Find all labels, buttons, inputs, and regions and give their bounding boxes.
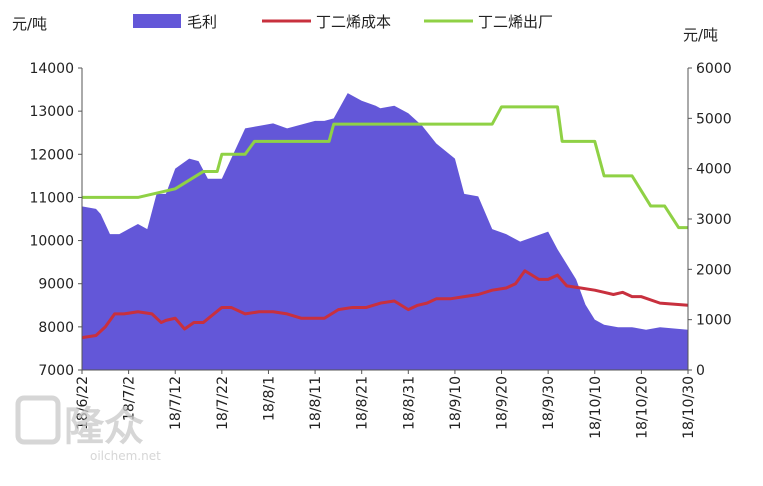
right-tick-label: 6000 bbox=[696, 61, 732, 77]
legend-label-gross-margin: 毛利 bbox=[187, 13, 217, 31]
x-tick-label: 18/8/1 bbox=[261, 376, 277, 421]
right-axis-unit: 元/吨 bbox=[683, 26, 718, 44]
x-tick-label: 18/8/11 bbox=[308, 376, 324, 430]
x-tick-label: 18/10/10 bbox=[588, 376, 604, 439]
x-tick-label: 18/9/10 bbox=[448, 376, 464, 430]
left-ticks: 7000 8000 9000 10000 11000 12000 13000 14000 bbox=[29, 61, 82, 379]
left-tick-label: 14000 bbox=[29, 61, 74, 77]
x-tick-label: 18/7/2 bbox=[122, 376, 138, 421]
right-ticks: 0 1000 2000 3000 4000 5000 6000 bbox=[688, 61, 732, 379]
x-tick-label: 18/9/20 bbox=[495, 376, 511, 430]
x-tick-label: 18/10/30 bbox=[681, 376, 697, 439]
watermark: 隆众 oilchem.net bbox=[15, 395, 161, 463]
series-line-butadiene-cost bbox=[81, 269, 689, 340]
left-tick-label: 13000 bbox=[29, 104, 74, 120]
left-tick-label: 8000 bbox=[38, 320, 74, 336]
x-tick-label: 18/9/30 bbox=[541, 376, 557, 430]
left-tick-label: 7000 bbox=[38, 363, 74, 379]
right-tick-label: 1000 bbox=[696, 313, 732, 329]
area-layer bbox=[82, 93, 688, 371]
x-tick-label: 18/7/22 bbox=[215, 376, 231, 430]
x-tick-label: 18/7/12 bbox=[168, 376, 184, 430]
left-tick-label: 11000 bbox=[29, 190, 74, 206]
right-tick-label: 3000 bbox=[696, 212, 732, 228]
legend: 毛利 丁二烯成本 丁二烯出厂 bbox=[133, 13, 553, 31]
watermark-brand: 隆众 bbox=[64, 404, 144, 450]
right-tick-label: 2000 bbox=[696, 262, 732, 278]
line-layer bbox=[81, 105, 689, 340]
right-tick-label: 4000 bbox=[696, 162, 732, 178]
right-tick-label: 0 bbox=[696, 363, 705, 379]
right-tick-label: 5000 bbox=[696, 111, 732, 127]
legend-label-butadiene-exfactory: 丁二烯出厂 bbox=[478, 13, 553, 31]
x-tick-label: 18/6/22 bbox=[75, 376, 91, 430]
watermark-site: oilchem.net bbox=[90, 449, 161, 463]
left-tick-label: 9000 bbox=[38, 277, 74, 293]
series-area-gross-margin bbox=[82, 93, 688, 371]
left-tick-label: 10000 bbox=[29, 234, 74, 250]
left-tick-label: 12000 bbox=[29, 147, 74, 163]
x-tick-label: 18/8/31 bbox=[401, 376, 417, 430]
x-ticks: 18/6/22 18/7/2 18/7/12 18/7/22 18/8/1 18/8/11… bbox=[75, 370, 697, 439]
x-tick-label: 18/8/21 bbox=[355, 376, 371, 430]
legend-swatch-gross-margin bbox=[133, 14, 181, 28]
left-axis-unit: 元/吨 bbox=[12, 15, 47, 33]
watermark-logo-icon bbox=[15, 395, 61, 445]
legend-label-butadiene-cost: 丁二烯成本 bbox=[316, 13, 391, 31]
x-tick-label: 18/10/20 bbox=[634, 376, 650, 439]
series-line-butadiene-exfactory bbox=[82, 105, 688, 230]
